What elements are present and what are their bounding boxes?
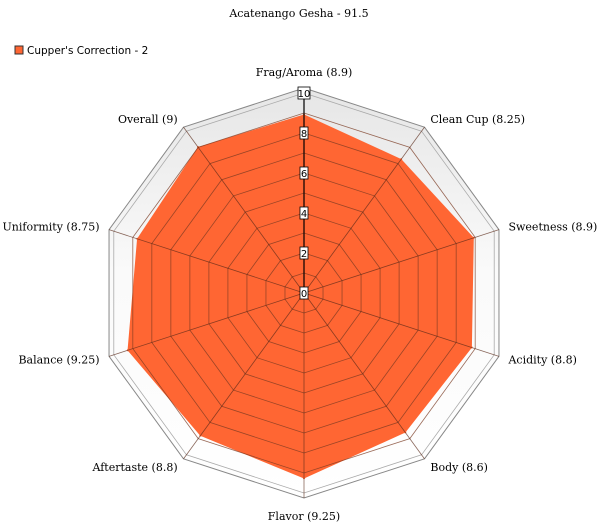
tick-box	[299, 206, 309, 220]
axis-label: Aftertaste (8.8)	[91, 461, 177, 474]
legend: Cupper's Correction - 2	[14, 45, 148, 57]
tick-box	[299, 126, 309, 140]
radar-ticks: 0 2 4 6 8 10	[297, 86, 311, 300]
tick-box	[297, 86, 311, 100]
tick-label: 4	[301, 209, 307, 220]
axis-label: Balance (9.25)	[18, 353, 99, 366]
tick-box	[299, 286, 309, 300]
axis-label: Frag/Aroma (8.9)	[256, 66, 353, 79]
tick-label: 8	[301, 129, 307, 140]
tick-label: 10	[298, 89, 311, 100]
axis-label: Body (8.6)	[430, 461, 488, 474]
axis-spoke	[183, 126, 305, 294]
axis-label: Overall (9)	[118, 113, 178, 126]
axis-spoke	[303, 292, 500, 357]
axis-spoke	[108, 292, 305, 357]
tick-label: 2	[301, 249, 307, 260]
axis-spoke	[303, 126, 425, 294]
axis-label: Sweetness (8.9)	[508, 221, 597, 234]
tick-box	[299, 166, 309, 180]
tick-box	[299, 246, 309, 260]
tick-label: 6	[301, 169, 307, 180]
tick-label: 0	[301, 289, 307, 300]
axis-label: Acidity (8.8)	[507, 353, 576, 366]
axis-label: Clean Cup (8.25)	[430, 113, 525, 126]
axis-spoke	[303, 229, 500, 294]
axis-spoke	[183, 292, 305, 460]
axis-label: Uniformity (8.75)	[3, 221, 100, 234]
chart-title: Acatenango Gesha - 91.5	[228, 7, 368, 20]
axis-spoke	[108, 229, 305, 294]
legend-swatch	[14, 45, 24, 55]
legend-label: Cupper's Correction - 2	[27, 45, 148, 57]
axis-spoke	[303, 292, 425, 460]
radar-axis-labels: Frag/Aroma (8.9) Clean Cup (8.25) Sweetnes…	[3, 66, 598, 523]
axis-label: Flavor (9.25)	[268, 510, 340, 523]
